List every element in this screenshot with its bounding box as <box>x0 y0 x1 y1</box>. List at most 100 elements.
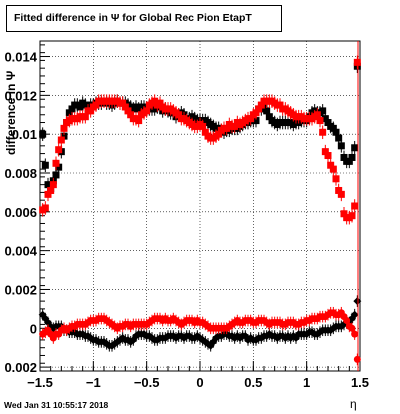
data-point <box>127 111 135 119</box>
y-tick-label: 0.014 <box>4 50 37 65</box>
data-point <box>257 101 265 109</box>
y-tick-label: 0.012 <box>4 88 37 103</box>
data-point <box>92 101 100 109</box>
data-point <box>337 142 345 150</box>
data-point <box>324 152 332 160</box>
y-axis-label: difference in Ψ <box>4 70 18 155</box>
series-2 <box>38 295 362 352</box>
y-tick-label: 0.01 <box>12 127 37 142</box>
axis-ticks <box>39 44 361 371</box>
data-point <box>255 105 263 113</box>
x-tick-label: −1.5 <box>27 375 53 390</box>
data-point <box>41 204 49 212</box>
data-point <box>223 124 231 132</box>
data-point <box>156 99 164 107</box>
x-tick-label: 0 <box>196 375 203 390</box>
data-point <box>332 175 340 183</box>
data-point <box>348 153 356 161</box>
y-tick-label: 0.004 <box>4 244 37 259</box>
data-point <box>321 148 329 156</box>
data-point <box>81 101 89 109</box>
y-tick-label: 0.008 <box>4 166 37 181</box>
data-point <box>276 101 284 109</box>
data-point <box>351 144 359 152</box>
data-point <box>81 113 89 121</box>
x-tick-label: −0.5 <box>134 375 160 390</box>
data-point <box>316 117 324 125</box>
data-point <box>201 128 209 136</box>
data-point <box>39 130 47 138</box>
data-point <box>49 181 57 189</box>
data-point <box>345 157 353 165</box>
data-point <box>55 146 63 154</box>
data-point <box>175 111 183 119</box>
data-point <box>319 107 327 115</box>
series-3 <box>39 306 361 366</box>
data-point <box>44 190 52 198</box>
data-point <box>52 171 60 179</box>
data-points <box>38 41 362 371</box>
data-point <box>41 161 49 169</box>
data-point <box>329 165 337 173</box>
y-tick-label: 0.002 <box>4 360 37 375</box>
data-point <box>55 163 63 171</box>
data-point <box>52 159 60 167</box>
x-tick-label: 1 <box>303 375 310 390</box>
data-point <box>124 107 132 115</box>
data-point <box>68 105 76 113</box>
axis-tick-labels: −1.5 −1 −0.5 0 0.5 1 1.5 0.002 0 0.002 0.004 0.006 0… <box>4 50 369 390</box>
y-tick-label: 0.006 <box>4 205 37 220</box>
data-point <box>215 130 223 138</box>
data-point <box>335 134 343 142</box>
data-point <box>143 107 151 115</box>
data-point <box>135 117 143 125</box>
data-point <box>60 132 68 140</box>
data-point <box>252 117 260 125</box>
data-point <box>87 107 95 115</box>
data-point <box>353 58 361 66</box>
data-point <box>351 202 359 210</box>
data-point <box>265 113 273 121</box>
data-point <box>44 181 52 189</box>
data-point <box>351 330 359 338</box>
data-point <box>247 115 255 123</box>
data-point <box>353 355 361 363</box>
data-point <box>313 111 321 119</box>
data-point <box>340 153 348 161</box>
data-point <box>60 124 68 132</box>
data-point <box>119 99 127 107</box>
data-point <box>199 122 207 130</box>
data-point <box>324 119 332 127</box>
x-tick-label: 0.5 <box>244 375 262 390</box>
data-point <box>353 297 362 306</box>
data-point <box>231 122 239 130</box>
series-1 <box>39 55 361 225</box>
data-point <box>348 324 356 332</box>
data-point <box>57 136 65 144</box>
data-point <box>151 97 159 105</box>
chart-title: Fitted difference in Ψ for Global Rec Pi… <box>6 5 282 32</box>
data-point <box>340 210 348 218</box>
data-point <box>47 186 55 194</box>
data-point <box>332 128 340 136</box>
x-tick-label: −1 <box>86 375 101 390</box>
data-point <box>252 109 260 117</box>
data-point <box>76 103 84 111</box>
data-point <box>348 212 356 220</box>
data-point <box>121 103 129 111</box>
data-point <box>350 310 359 319</box>
data-point <box>335 186 343 194</box>
data-point <box>329 124 337 132</box>
y-tick-label: 0.002 <box>4 282 37 297</box>
y-tick-label: 0 <box>30 321 37 336</box>
data-point <box>321 115 329 123</box>
data-point <box>319 128 327 136</box>
data-point <box>343 317 351 325</box>
x-tick-label: 1.5 <box>351 375 369 390</box>
data-point <box>65 109 73 117</box>
data-point <box>263 107 271 115</box>
timestamp: Wed Jan 31 10:55:17 2018 <box>4 400 109 410</box>
data-point <box>327 161 335 169</box>
data-point <box>337 190 345 198</box>
